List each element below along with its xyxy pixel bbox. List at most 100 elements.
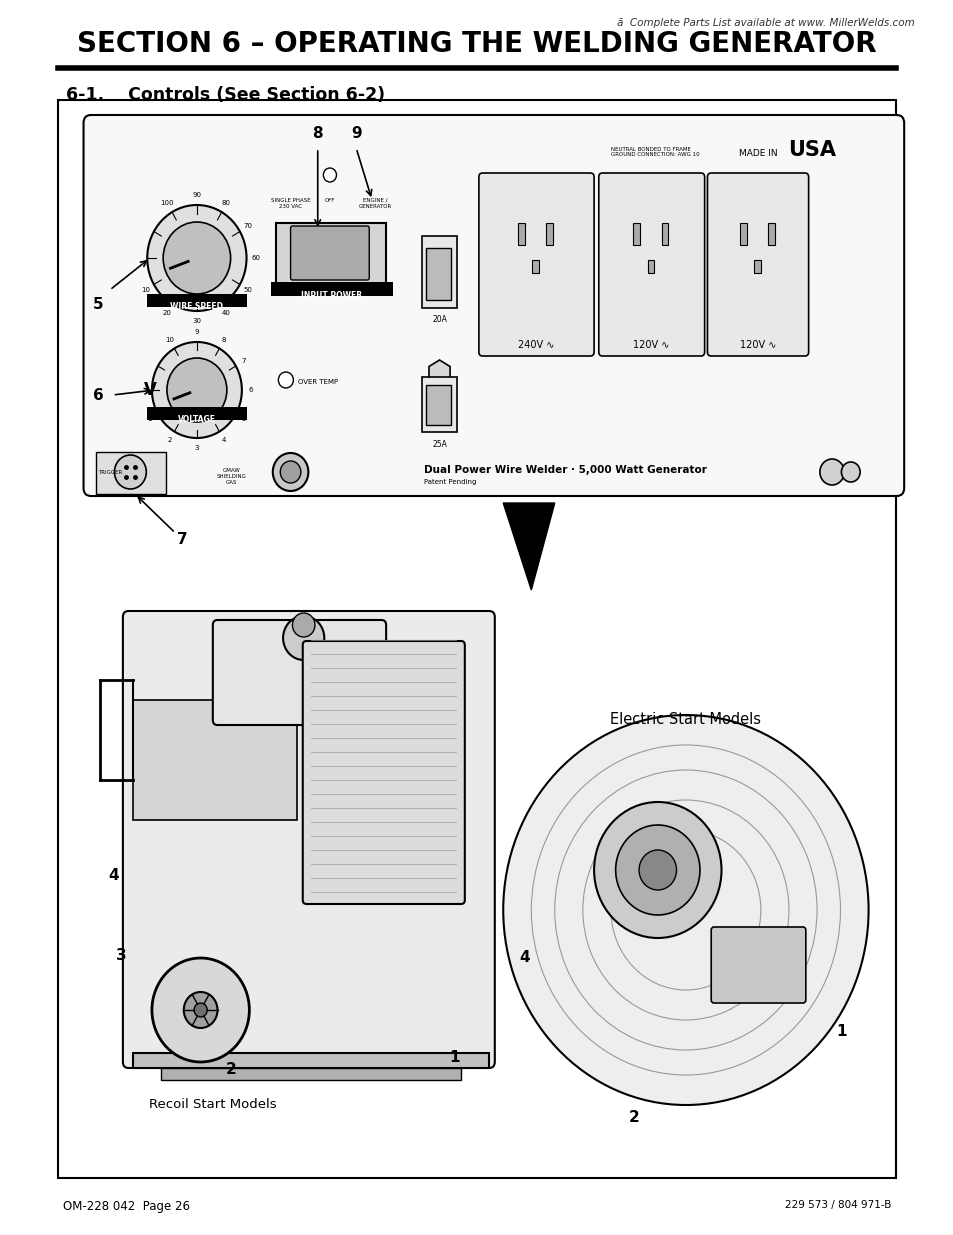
- Circle shape: [615, 825, 700, 915]
- Bar: [275, 224, 386, 285]
- Bar: [271, 282, 393, 296]
- Text: 50: 50: [243, 287, 253, 293]
- Polygon shape: [502, 503, 555, 590]
- Text: 40: 40: [222, 310, 231, 316]
- Bar: [754, 261, 760, 273]
- Text: Electric Start Models: Electric Start Models: [610, 713, 760, 727]
- Text: GMAW
SHIELDING
GAS: GMAW SHIELDING GAS: [216, 468, 246, 484]
- Text: 120V ∿: 120V ∿: [633, 340, 669, 350]
- Text: TRIGGER: TRIGGER: [98, 471, 123, 475]
- FancyBboxPatch shape: [213, 620, 386, 725]
- Bar: [517, 224, 524, 245]
- Text: 4: 4: [108, 867, 119, 883]
- Circle shape: [193, 1003, 207, 1016]
- FancyBboxPatch shape: [707, 173, 808, 356]
- Circle shape: [114, 454, 146, 489]
- Ellipse shape: [502, 715, 867, 1105]
- Text: 70: 70: [243, 224, 253, 230]
- Text: ENGINE /
GENERATOR: ENGINE / GENERATOR: [358, 198, 391, 209]
- Text: V: V: [144, 382, 156, 399]
- FancyBboxPatch shape: [478, 173, 594, 356]
- Circle shape: [184, 992, 217, 1028]
- Circle shape: [293, 613, 314, 637]
- Text: INPUT POWER: INPUT POWER: [301, 291, 362, 300]
- Text: 60: 60: [252, 254, 260, 261]
- Text: 5: 5: [241, 416, 246, 422]
- Text: 10: 10: [141, 287, 151, 293]
- Text: USA: USA: [787, 140, 836, 161]
- Bar: [426, 248, 451, 300]
- Circle shape: [639, 850, 676, 890]
- Text: 9: 9: [194, 329, 199, 335]
- Text: 4: 4: [222, 437, 226, 443]
- Text: OFF: OFF: [324, 198, 335, 203]
- Text: WIRE SPEED: WIRE SPEED: [171, 303, 223, 311]
- Bar: [546, 224, 553, 245]
- Text: 1: 1: [449, 1051, 459, 1066]
- Text: 6-1.    Controls (See Section 6-2): 6-1. Controls (See Section 6-2): [66, 86, 384, 104]
- Text: Recoil Start Models: Recoil Start Models: [149, 1098, 276, 1112]
- Text: 100: 100: [160, 200, 174, 206]
- FancyBboxPatch shape: [598, 173, 704, 356]
- Circle shape: [273, 453, 308, 492]
- Bar: [147, 294, 247, 308]
- FancyBboxPatch shape: [710, 927, 805, 1003]
- Bar: [740, 224, 746, 245]
- Text: 80: 80: [222, 200, 231, 206]
- Circle shape: [594, 802, 720, 939]
- Text: 10: 10: [165, 337, 174, 343]
- Circle shape: [163, 222, 231, 294]
- Bar: [633, 224, 639, 245]
- Circle shape: [280, 461, 300, 483]
- Circle shape: [841, 462, 860, 482]
- Text: ã  Complete Parts List available at www. MillerWelds.com: ã Complete Parts List available at www. …: [616, 19, 914, 28]
- Circle shape: [323, 168, 336, 182]
- Circle shape: [152, 958, 249, 1062]
- Text: OM-228 042  Page 26: OM-228 042 Page 26: [63, 1200, 190, 1213]
- Bar: [426, 385, 451, 425]
- Bar: [58, 100, 895, 1178]
- Text: 1: 1: [835, 1025, 845, 1040]
- Text: SINGLE PHASE
230 VAC: SINGLE PHASE 230 VAC: [271, 198, 310, 209]
- Text: 240V ∿: 240V ∿: [517, 340, 554, 350]
- Text: 20A: 20A: [432, 315, 447, 324]
- Text: 7: 7: [176, 532, 187, 547]
- Text: 2: 2: [226, 1062, 236, 1077]
- Text: 5: 5: [93, 296, 104, 312]
- Text: 4: 4: [519, 951, 530, 966]
- Circle shape: [283, 616, 324, 659]
- Text: VOLTAGE: VOLTAGE: [177, 415, 215, 424]
- Text: 30: 30: [193, 317, 201, 324]
- Bar: [660, 224, 667, 245]
- Text: 9: 9: [351, 126, 361, 141]
- Bar: [147, 408, 247, 420]
- Bar: [133, 700, 296, 820]
- Circle shape: [152, 342, 242, 438]
- Text: Patent Pending: Patent Pending: [423, 479, 476, 485]
- Text: 6: 6: [249, 387, 253, 393]
- Text: 3: 3: [115, 947, 126, 962]
- Text: SECTION 6 – OPERATING THE WELDING GENERATOR: SECTION 6 – OPERATING THE WELDING GENERA…: [77, 30, 876, 58]
- FancyBboxPatch shape: [291, 226, 369, 280]
- Bar: [133, 1053, 489, 1068]
- Text: 229 573 / 804 971-B: 229 573 / 804 971-B: [784, 1200, 890, 1210]
- Bar: [421, 377, 456, 432]
- Text: Dual Power Wire Welder · 5,000 Watt Generator: Dual Power Wire Welder · 5,000 Watt Gene…: [423, 466, 706, 475]
- Circle shape: [278, 372, 294, 388]
- FancyBboxPatch shape: [84, 115, 903, 496]
- Bar: [767, 224, 774, 245]
- Bar: [95, 452, 166, 494]
- Text: 90: 90: [193, 191, 201, 198]
- Bar: [532, 261, 538, 273]
- FancyBboxPatch shape: [302, 641, 464, 904]
- Text: NEUTRAL BONDED TO FRAME
GROUND CONNECTION: AWG 10: NEUTRAL BONDED TO FRAME GROUND CONNECTIO…: [610, 147, 699, 157]
- Text: 20: 20: [163, 310, 172, 316]
- Text: 3: 3: [194, 445, 199, 451]
- Bar: [421, 236, 456, 308]
- Text: MADE IN: MADE IN: [739, 148, 777, 158]
- Text: 6: 6: [93, 388, 104, 403]
- Text: OVER TEMP: OVER TEMP: [297, 379, 337, 385]
- Text: 2: 2: [628, 1110, 639, 1125]
- Bar: [647, 261, 654, 273]
- FancyBboxPatch shape: [123, 611, 495, 1068]
